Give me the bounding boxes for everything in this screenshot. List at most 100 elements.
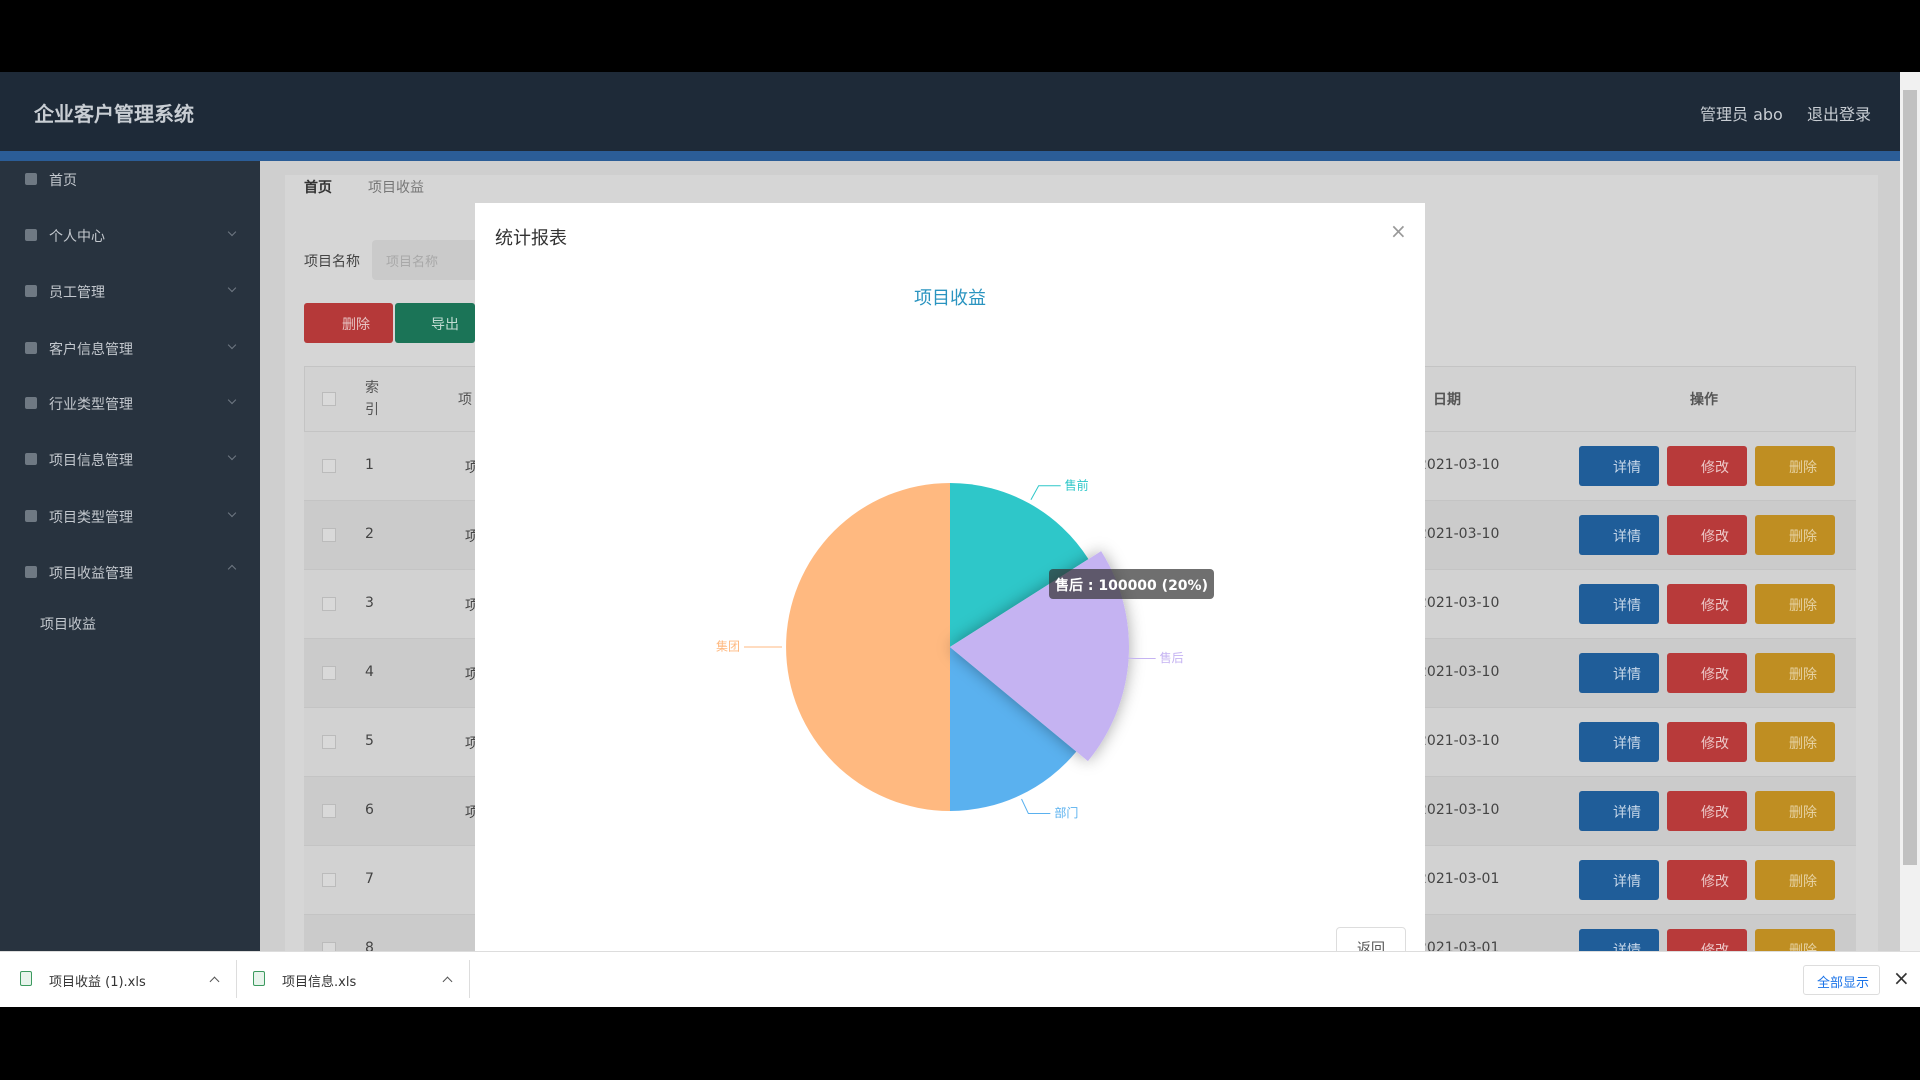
row-index: 7 — [365, 871, 374, 887]
menu-icon — [25, 285, 37, 297]
row-action-button[interactable]: 修改 — [1667, 584, 1747, 624]
download-close[interactable]: × — [1893, 966, 1910, 990]
file-icon — [20, 971, 32, 986]
logout[interactable]: 退出登录 — [1807, 105, 1872, 124]
th-index: 索引 — [365, 380, 379, 418]
show-all-button[interactable]: 全部显示 — [1803, 965, 1880, 995]
file-icon — [253, 971, 265, 986]
modal-title: 统计报表 — [495, 228, 567, 249]
pie-slice — [950, 551, 1129, 762]
download-bar — [0, 951, 1920, 1007]
row-checkbox[interactable] — [322, 735, 336, 749]
app-title: 企业客户管理系统 — [34, 102, 194, 126]
row-date: 2021-03-10 — [1418, 457, 1500, 473]
menu-icon — [25, 397, 37, 409]
row-checkbox[interactable] — [322, 873, 336, 887]
slice-label: 售前 — [1065, 477, 1089, 492]
row-action-button[interactable]: 删除 — [1755, 584, 1835, 624]
row-index: 8 — [365, 940, 374, 956]
download-file[interactable]: 项目信息.xls — [282, 975, 357, 990]
row-index: 4 — [365, 664, 374, 680]
label-line — [1030, 485, 1061, 501]
scroll-thumb[interactable] — [1903, 90, 1917, 865]
row-index: 3 — [365, 595, 374, 611]
row-checkbox[interactable] — [322, 459, 336, 473]
row-date: 2021-03-10 — [1418, 802, 1500, 818]
row-checkbox[interactable] — [322, 804, 336, 818]
export-button[interactable]: 导出 — [395, 303, 475, 343]
th-actions: 操作 — [1690, 392, 1718, 408]
search-label: 项目名称 — [304, 254, 360, 270]
row-action-button[interactable]: 详情 — [1579, 584, 1659, 624]
row-action-button[interactable]: 删除 — [1755, 722, 1835, 762]
menu-item[interactable]: 首页 — [49, 173, 77, 189]
row-checkbox[interactable] — [322, 597, 336, 611]
separator — [236, 960, 237, 998]
menu-icon — [25, 510, 37, 522]
menu-item[interactable]: 行业类型管理 — [49, 397, 133, 413]
row-action-button[interactable]: 删除 — [1755, 653, 1835, 693]
row-index: 1 — [365, 457, 374, 473]
slice-label: 售后 — [1160, 650, 1184, 665]
menu-icon — [25, 566, 37, 578]
menu-item[interactable]: 项目类型管理 — [49, 510, 133, 526]
header-stripe — [0, 151, 1900, 161]
pie-slice — [950, 647, 1077, 811]
row-action-button[interactable]: 详情 — [1579, 446, 1659, 486]
slice-label: 部门 — [1054, 805, 1078, 820]
label-line — [1117, 657, 1156, 660]
chart-title: 项目收益 — [914, 288, 986, 309]
menu-item[interactable]: 员工管理 — [49, 285, 105, 301]
row-action-button[interactable]: 详情 — [1579, 722, 1659, 762]
menu-item[interactable]: 个人中心 — [49, 229, 105, 245]
row-date: 2021-03-10 — [1418, 733, 1500, 749]
label-line — [1021, 798, 1051, 814]
row-action-button[interactable]: 详情 — [1579, 791, 1659, 831]
submenu-item[interactable]: 项目收益 — [40, 617, 96, 633]
row-action-button[interactable]: 删除 — [1755, 446, 1835, 486]
menu-icon — [25, 453, 37, 465]
download-file[interactable]: 项目收益 (1).xls — [49, 975, 146, 990]
row-date: 2021-03-10 — [1418, 664, 1500, 680]
search-input[interactable]: 项目名称 — [372, 240, 492, 280]
row-index: 6 — [365, 802, 374, 818]
breadcrumb-current: 项目收益 — [368, 180, 424, 196]
row-action-button[interactable]: 删除 — [1755, 791, 1835, 831]
pie-slice — [950, 483, 1089, 647]
row-checkbox[interactable] — [322, 666, 336, 680]
pie-slice — [786, 483, 950, 811]
row-checkbox[interactable] — [322, 528, 336, 542]
menu-item[interactable]: 项目信息管理 — [49, 453, 133, 469]
row-action-button[interactable]: 修改 — [1667, 791, 1747, 831]
row-action-button[interactable]: 修改 — [1667, 653, 1747, 693]
tooltip: 售后 : 100000 (20%) — [1049, 569, 1214, 599]
row-action-button[interactable]: 详情 — [1579, 860, 1659, 900]
delete-button[interactable]: 删除 — [304, 303, 393, 343]
menu-icon — [25, 342, 37, 354]
row-action-button[interactable]: 删除 — [1755, 860, 1835, 900]
modal-close[interactable]: × — [1390, 219, 1407, 243]
row-action-button[interactable]: 详情 — [1579, 515, 1659, 555]
separator — [469, 960, 470, 998]
row-action-button[interactable]: 修改 — [1667, 722, 1747, 762]
row-date: 2021-03-01 — [1418, 871, 1500, 887]
row-action-button[interactable]: 修改 — [1667, 446, 1747, 486]
row-index: 5 — [365, 733, 374, 749]
row-action-button[interactable]: 删除 — [1755, 515, 1835, 555]
row-action-button[interactable]: 修改 — [1667, 515, 1747, 555]
header — [0, 72, 1900, 151]
row-action-button[interactable]: 修改 — [1667, 860, 1747, 900]
th-name: 项 — [458, 392, 472, 408]
header-checkbox[interactable] — [322, 392, 336, 406]
menu-item[interactable]: 项目收益管理 — [49, 566, 133, 582]
menu-icon — [25, 229, 37, 241]
menu-icon — [25, 173, 37, 185]
sidebar — [0, 161, 260, 951]
row-action-button[interactable]: 详情 — [1579, 653, 1659, 693]
breadcrumb-home[interactable]: 首页 — [304, 180, 332, 196]
user-name: 管理员 abo — [1700, 105, 1783, 124]
th-date[interactable]: 日期 — [1433, 392, 1461, 408]
menu-item[interactable]: 客户信息管理 — [49, 342, 133, 358]
